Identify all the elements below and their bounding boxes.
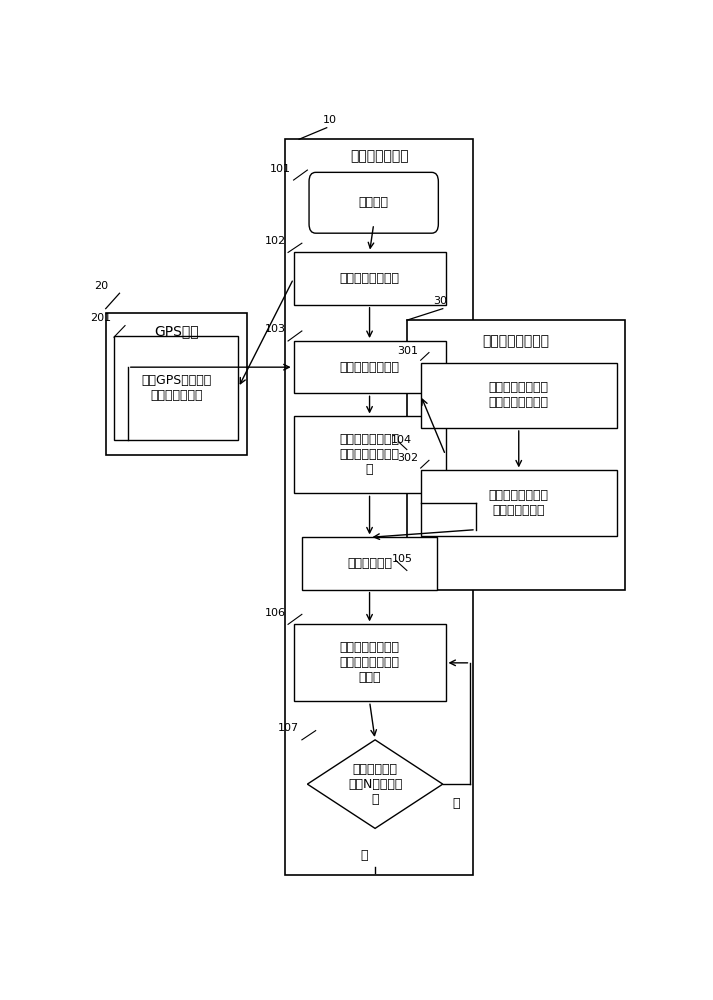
Text: 103: 103 (265, 324, 286, 334)
Bar (294, 624, 446, 701)
Text: 获取路口位置信息: 获取路口位置信息 (339, 272, 399, 285)
Text: 105: 105 (391, 554, 412, 564)
Bar (302, 537, 437, 590)
Text: 20: 20 (94, 281, 108, 291)
Text: 302: 302 (397, 453, 419, 463)
Bar (285, 139, 473, 875)
Text: 30: 30 (433, 296, 447, 306)
Text: 是: 是 (360, 849, 368, 862)
Text: 10: 10 (322, 115, 337, 125)
Text: 201: 201 (90, 313, 111, 323)
Bar (294, 341, 446, 393)
Text: 上电启动: 上电启动 (359, 196, 389, 209)
Bar (294, 252, 446, 305)
Text: 保存路口位置信息: 保存路口位置信息 (339, 361, 399, 374)
Text: 102: 102 (265, 236, 286, 246)
Polygon shape (307, 740, 443, 828)
Bar (421, 470, 617, 536)
Bar (421, 363, 617, 428)
Text: 根据权重分配红绿
灯时长，指挥交通
信号灯: 根据权重分配红绿 灯时长，指挥交通 信号灯 (339, 641, 399, 684)
Text: 104: 104 (391, 435, 412, 445)
Bar (407, 320, 625, 590)
Text: 101: 101 (270, 164, 291, 174)
Text: 下发用户导航信息
到信号灯控制单元: 下发用户导航信息 到信号灯控制单元 (488, 381, 549, 409)
Text: 否: 否 (453, 797, 461, 810)
Text: 下发车流量信息到
信号灯控制单元: 下发车流量信息到 信号灯控制单元 (488, 489, 549, 517)
FancyBboxPatch shape (309, 172, 438, 233)
Text: 通过GPS单元得到
路口位置并上报: 通过GPS单元得到 路口位置并上报 (141, 374, 211, 402)
Text: 信号灯控制单元: 信号灯控制单元 (350, 149, 409, 163)
Text: 交管中心控制单元: 交管中心控制单元 (483, 334, 550, 348)
Text: 106: 106 (265, 608, 286, 618)
Bar (106, 312, 247, 455)
Text: 107: 107 (278, 723, 299, 733)
Bar (114, 336, 238, 440)
Text: 301: 301 (397, 346, 419, 356)
Bar (294, 416, 446, 493)
Text: 本次分配已使
用了N个信号周
期: 本次分配已使 用了N个信号周 期 (348, 763, 402, 806)
Text: 获取各方向车流量
信息和车辆排队长
度: 获取各方向车流量 信息和车辆排队长 度 (339, 433, 399, 476)
Text: GPS单元: GPS单元 (154, 324, 198, 338)
Text: 计算拥堵权重: 计算拥堵权重 (347, 557, 392, 570)
